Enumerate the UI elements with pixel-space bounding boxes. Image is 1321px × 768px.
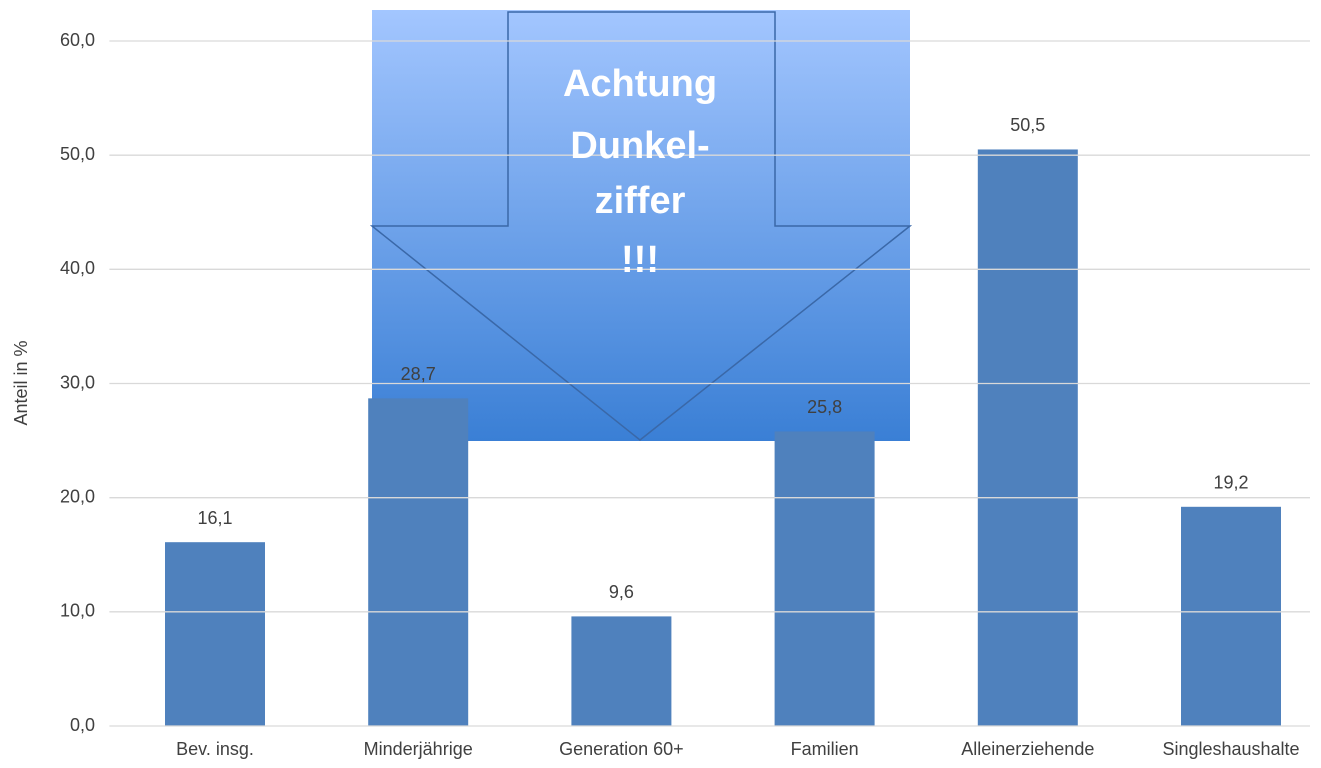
bar <box>571 616 672 726</box>
annotation-text: ziffer <box>595 180 686 222</box>
y-tick-label: 20,0 <box>60 486 95 506</box>
bar <box>977 149 1078 727</box>
x-tick-label: Generation 60+ <box>559 739 684 759</box>
y-axis-label: Anteil in % <box>11 340 31 425</box>
x-tick-label: Alleinerziehende <box>961 739 1094 759</box>
x-tick-label: Bev. insg. <box>176 739 254 759</box>
bar <box>368 398 469 726</box>
annotation-text: Dunkel- <box>570 125 709 167</box>
data-label: 16,1 <box>197 508 232 528</box>
bar <box>165 542 265 726</box>
y-tick-label: 40,0 <box>60 258 95 278</box>
annotation-text: !!! <box>621 239 659 281</box>
data-label: 28,7 <box>401 364 436 384</box>
bar <box>774 431 875 726</box>
y-tick-label: 10,0 <box>60 601 95 621</box>
data-label: 50,5 <box>1010 115 1045 135</box>
x-tick-label: Minderjährige <box>364 739 473 759</box>
data-label: 25,8 <box>807 397 842 417</box>
y-tick-label: 0,0 <box>70 715 95 735</box>
y-tick-label: 30,0 <box>60 372 95 392</box>
data-label: 9,6 <box>609 582 634 602</box>
data-label: 19,2 <box>1213 473 1248 493</box>
x-tick-label: Singleshaushalte <box>1162 739 1299 759</box>
annotation-text: Achtung <box>563 63 717 105</box>
annotation-arrow <box>369 11 913 441</box>
bar <box>1181 506 1281 726</box>
y-tick-label: 50,0 <box>60 144 95 164</box>
x-tick-label: Familien <box>791 739 859 759</box>
y-tick-label: 60,0 <box>60 30 95 50</box>
